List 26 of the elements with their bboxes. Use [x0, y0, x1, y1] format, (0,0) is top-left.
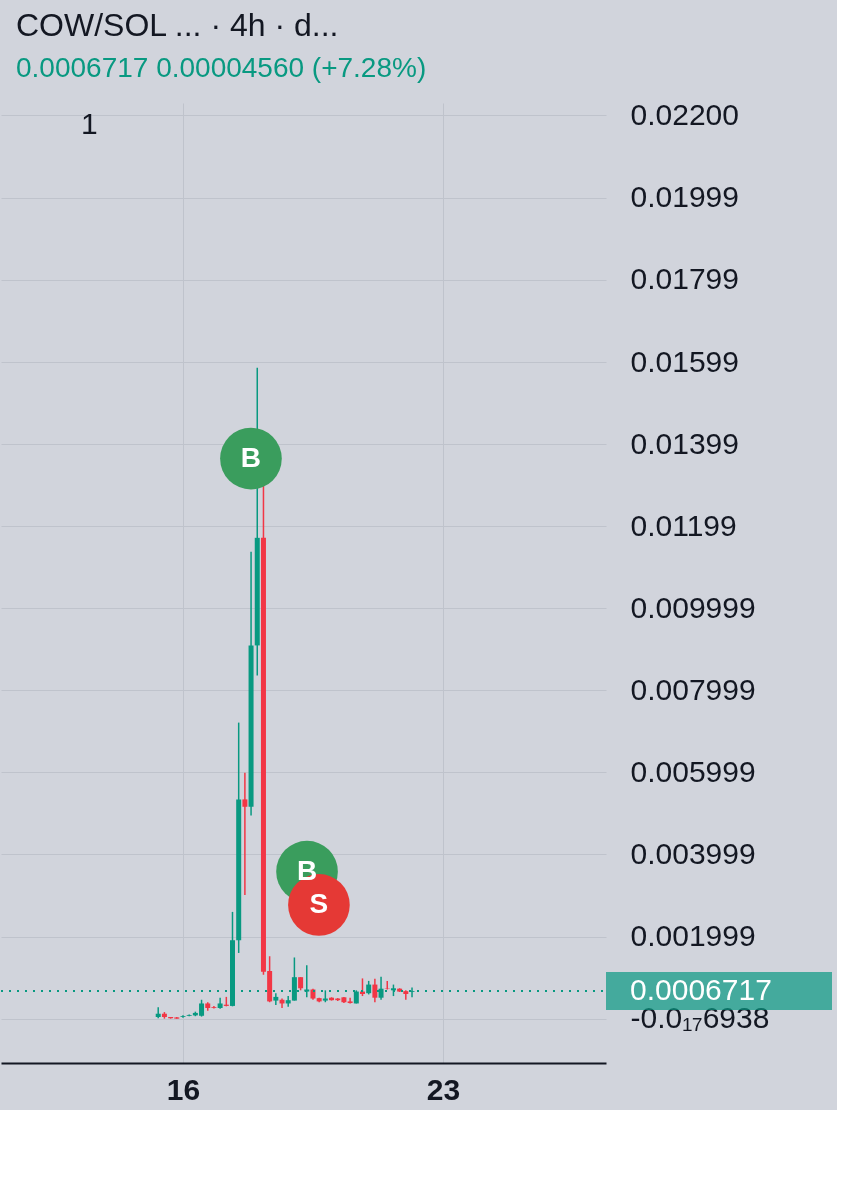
- x-tick-label: 23: [426, 1072, 461, 1106]
- candlestick: [372, 978, 378, 1003]
- candlestick: [180, 1014, 186, 1019]
- data-label: S: [309, 887, 329, 919]
- y-tick-label: 0.007999: [630, 672, 756, 706]
- y-tick-label: 0.01599: [630, 344, 739, 378]
- y-tick-label: 0.01199: [630, 508, 737, 542]
- y-tick-label: 0.02200: [630, 97, 739, 131]
- chart-title: COW/SOL ... · 4h · d...: [16, 7, 339, 44]
- y-tick-label: 0.01399: [630, 426, 739, 460]
- chart-subtitle: 0.0006717 0.00004560 (+7.28%): [16, 52, 427, 84]
- point: [220, 427, 282, 490]
- y-tick-label: 0.009999: [630, 590, 756, 624]
- candlestick: [242, 771, 248, 896]
- data-label: B: [296, 854, 318, 886]
- y-tick-label: 0.01799: [630, 262, 739, 296]
- candlestick: [155, 1006, 161, 1019]
- y-tick-label: 0.005999: [630, 754, 756, 788]
- y-tick-label: 0.01999: [630, 180, 739, 214]
- data-label: B: [240, 441, 262, 473]
- candlestick: [403, 989, 409, 1001]
- y-tick-label: 0.001999: [630, 919, 756, 953]
- x-tick-label: 16: [166, 1072, 201, 1106]
- annotation: 1: [81, 107, 98, 140]
- candlestick: [384, 980, 390, 991]
- y-tick-label: 0.003999: [630, 836, 756, 870]
